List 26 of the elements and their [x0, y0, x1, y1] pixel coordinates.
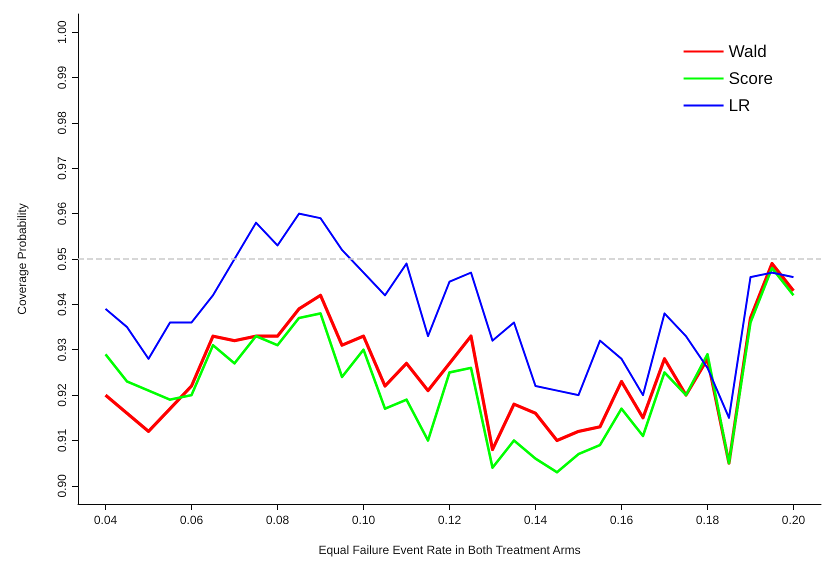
x-tick-label: 0.10 [352, 513, 376, 527]
x-tick-label: 0.14 [524, 513, 548, 527]
y-tick-label: 0.90 [55, 474, 69, 498]
y-tick-label: 0.91 [55, 428, 69, 452]
x-tick-label: 0.18 [696, 513, 720, 527]
legend-label: Score [728, 69, 774, 88]
x-tick-label: 0.04 [94, 513, 118, 527]
x-tick-label: 0.08 [266, 513, 290, 527]
legend-label: LR [728, 96, 750, 115]
line-series [104, 212, 794, 419]
y-tick-label: 0.94 [55, 292, 69, 316]
y-tick-label: 0.95 [55, 247, 69, 271]
x-tick-label: 0.16 [610, 513, 634, 527]
legend-label: Wald [728, 42, 767, 61]
y-tick-label: 0.92 [55, 383, 69, 407]
x-axis-title: Equal Failure Event Rate in Both Treatment Arms [318, 543, 581, 557]
y-tick-label: 0.96 [55, 202, 69, 226]
x-tick-label: 0.12 [438, 513, 462, 527]
x-tick-label: 0.06 [180, 513, 204, 527]
y-axis-title: Coverage Probability [15, 203, 29, 315]
y-tick-label: 0.97 [55, 156, 69, 180]
y-tick-label: 1.00 [55, 20, 69, 44]
y-tick-label: 0.98 [55, 110, 69, 135]
x-tick-label: 0.20 [782, 513, 806, 527]
y-tick-label: 0.99 [55, 66, 69, 90]
y-tick-label: 0.93 [55, 338, 69, 362]
